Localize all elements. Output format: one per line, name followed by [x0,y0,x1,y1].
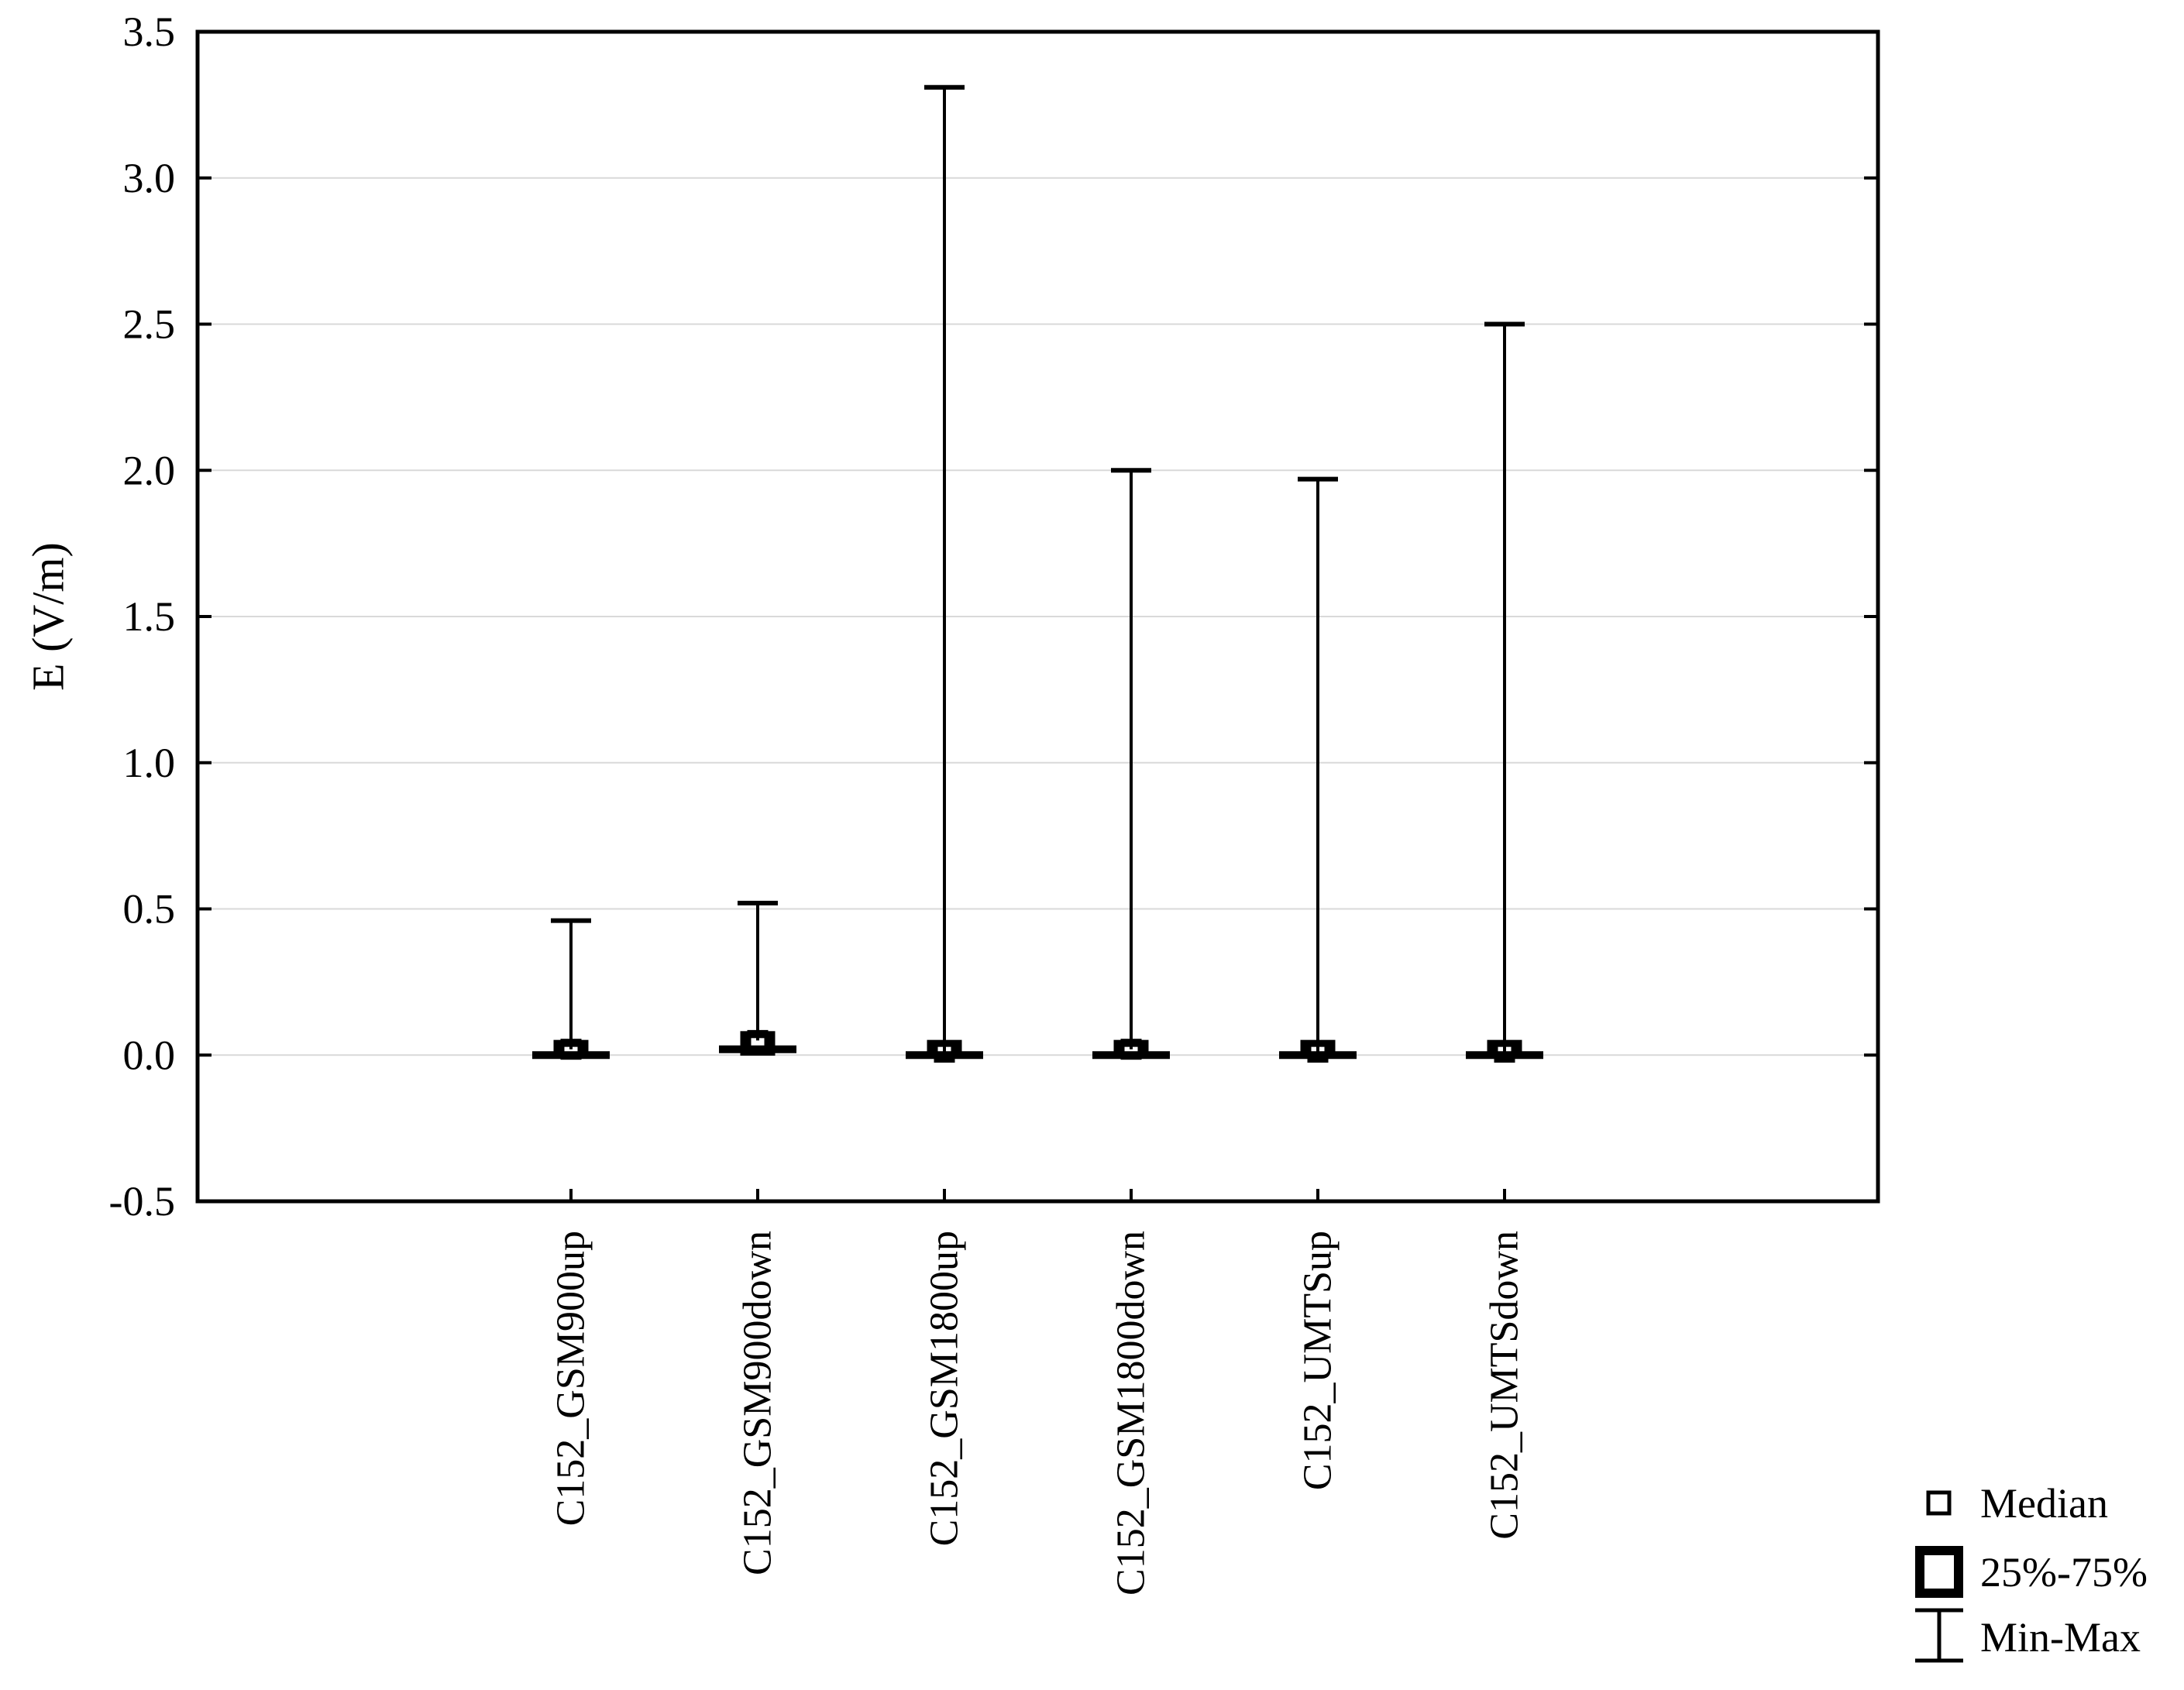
y-tick-label: 1.5 [123,593,176,640]
box-group [1092,468,1170,1060]
iqr-box-icon [1915,1546,1963,1598]
x-category-label: C152_GSM900up [549,1231,593,1526]
median-marker [1307,1041,1329,1063]
x-category-label: C152_GSM900down [736,1231,780,1575]
x-axis-labels: C152_GSM900up C152_GSM900down C152_GSM1800… [549,1231,1527,1596]
box-series-layer [532,84,1543,1063]
legend-item-median: Median [1926,1480,2108,1527]
box-group [532,918,610,1060]
legend-label-median: Median [1980,1480,2108,1527]
legend-item-iqr: 25%-75% [1915,1546,2148,1598]
x-category-label: C152_UMTSdown [1483,1231,1527,1540]
median-marker [934,1041,955,1063]
y-tick-label: 2.0 [123,447,176,493]
y-tick-label: 0.5 [123,886,176,933]
y-tick-label: -0.5 [109,1178,175,1225]
median-marker [560,1039,582,1060]
y-tick-label: 0.0 [123,1032,176,1078]
median-marker [1120,1039,1142,1060]
legend-item-minmax: Min-Max [1915,1608,2141,1663]
legend: Median 25%-75% Min-Max [1915,1480,2148,1663]
median-marker-icon [1926,1490,1952,1516]
y-axis-ticks: 3.5 3.0 2.5 2.0 1.5 1.0 0.5 0.0 -0.5 [109,9,1878,1225]
y-tick-label: 1.0 [123,740,176,786]
y-tick-label: 2.5 [123,301,176,348]
x-category-label: C152_GSM1800down [1109,1231,1154,1596]
box-group [1279,476,1357,1063]
x-category-label: C152_GSM1800up [923,1231,967,1546]
median-marker [747,1029,769,1051]
box-group [719,900,796,1056]
x-axis-ticks [569,1189,1506,1201]
y-axis-title: E (V/m) [23,542,74,691]
x-category-label: C152_UMTSup [1296,1231,1340,1490]
box-group [1466,321,1543,1063]
y-tick-label: 3.5 [123,9,176,55]
median-marker [1494,1041,1515,1063]
box-group [906,84,983,1063]
legend-label-minmax: Min-Max [1980,1614,2141,1661]
grid-layer [199,177,1876,1056]
y-tick-label: 3.0 [123,155,176,201]
legend-label-iqr: 25%-75% [1980,1549,2148,1596]
